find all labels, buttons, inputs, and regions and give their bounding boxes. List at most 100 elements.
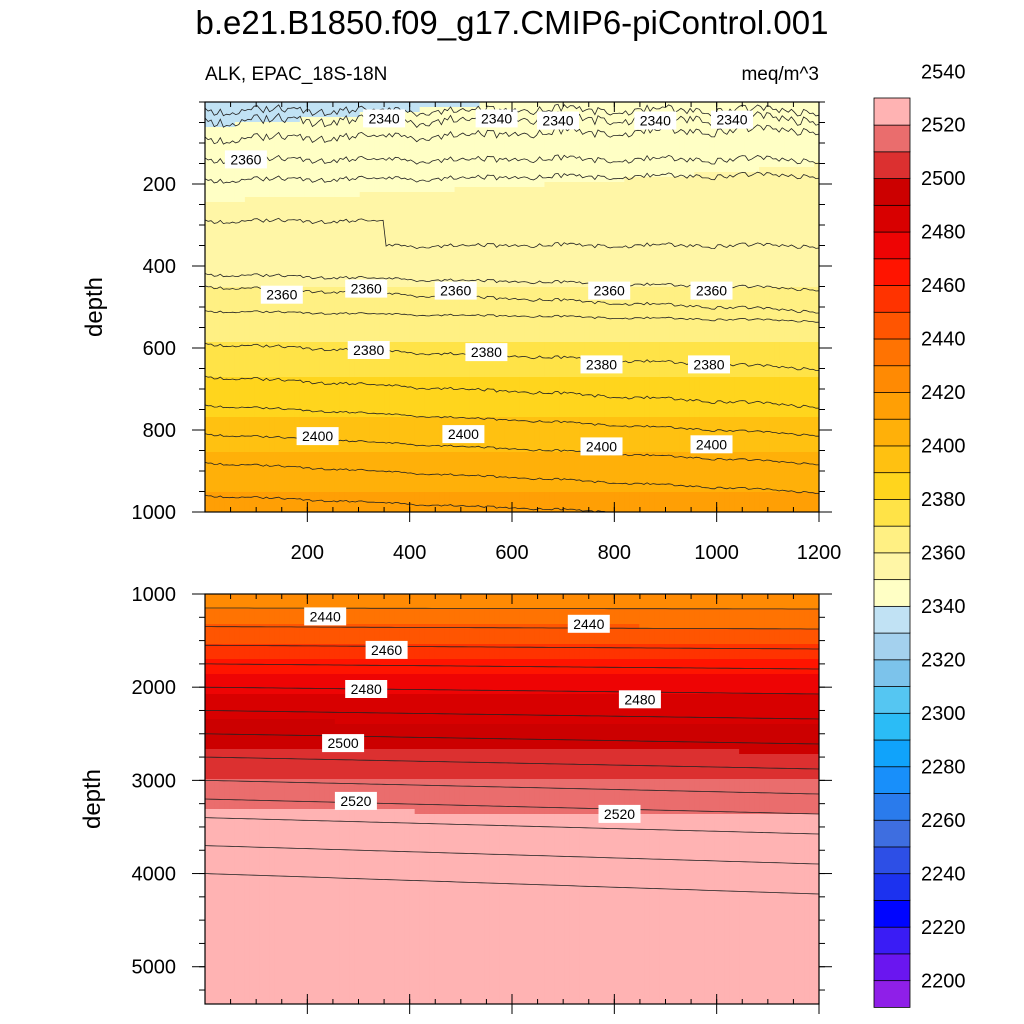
contour-cell: [719, 272, 725, 278]
contour-cell: [234, 292, 241, 298]
contour-cell: [779, 117, 785, 123]
contour-cell: [574, 142, 580, 148]
contour-cell: [419, 277, 426, 283]
contour-cell: [209, 272, 216, 278]
contour-cell: [449, 142, 456, 148]
contour-cell: [619, 127, 625, 133]
contour-cell: [549, 142, 556, 148]
contour-cell: [644, 207, 650, 213]
contour-cell: [224, 102, 231, 108]
contour-cell: [354, 152, 361, 158]
contour-cell: [219, 252, 226, 258]
contour-cell: [359, 107, 366, 113]
contour-cell: [529, 132, 536, 138]
contour-cell: [704, 112, 710, 118]
contour-cell: [789, 182, 795, 188]
contour-cell: [469, 157, 476, 163]
contour-cell: [259, 117, 266, 123]
contour-cell: [604, 267, 610, 273]
contour-cell: [599, 117, 605, 123]
contour-cell: [349, 167, 356, 173]
contour-cell: [649, 217, 655, 223]
contour-cell: [524, 257, 531, 263]
contour-cell: [719, 187, 725, 193]
contour-cell: [584, 122, 590, 128]
contour-cell: [664, 267, 670, 273]
contour-cell: [474, 147, 481, 153]
contour-cell: [374, 177, 381, 183]
contour-cell: [329, 212, 336, 218]
contour-cell: [414, 127, 421, 133]
contour-cell: [444, 232, 451, 238]
contour-cell: [784, 197, 790, 203]
contour-cell: [759, 262, 765, 268]
contour-cell: [649, 182, 655, 188]
contour-cell: [664, 167, 670, 173]
contour-cell: [359, 267, 366, 273]
contour-cell: [289, 267, 296, 273]
contour-cell: [279, 102, 286, 108]
contour-cell: [594, 202, 600, 208]
contour-cell: [704, 267, 710, 273]
contour-cell: [354, 112, 361, 118]
contour-cell: [284, 272, 291, 278]
contour-cell: [219, 232, 226, 238]
contour-cell: [814, 147, 819, 153]
contour-cell: [814, 232, 819, 238]
contour-cell: [554, 142, 561, 148]
contour-cell: [269, 237, 276, 243]
contour-cell: [599, 277, 605, 283]
contour-cell: [654, 262, 660, 268]
contour-cell: [554, 267, 561, 273]
contour-cell: [599, 112, 605, 118]
contour-cell: [479, 227, 486, 233]
contour-cell: [329, 267, 336, 273]
contour-cell: [709, 152, 715, 158]
contour-cell: [719, 137, 725, 143]
contour-cell: [494, 172, 501, 178]
contour-cell: [444, 102, 451, 108]
contour-cell: [434, 152, 441, 158]
contour-cell: [359, 242, 366, 248]
contour-cell: [444, 167, 451, 173]
contour-cell: [679, 297, 685, 303]
contour-cell: [539, 277, 546, 283]
contour-cell: [409, 182, 416, 188]
contour-cell: [414, 152, 421, 158]
contour-cell: [319, 257, 326, 263]
contour-cell: [519, 182, 526, 188]
contour-cell: [649, 187, 655, 193]
contour-cell: [454, 232, 461, 238]
contour-cell: [599, 192, 605, 198]
contour-cell: [379, 142, 386, 148]
contour-cell: [389, 272, 396, 278]
contour-cell: [289, 242, 296, 248]
contour-cell: [494, 187, 501, 193]
contour-cell: [559, 247, 566, 253]
contour-cell: [389, 197, 396, 203]
contour-cell: [454, 227, 461, 233]
contour-cell: [494, 242, 501, 248]
contour-cell: [689, 187, 695, 193]
contour-cell: [254, 137, 261, 143]
contour-cell: [749, 142, 755, 148]
contour-cell: [684, 217, 690, 223]
contour-cell: [339, 292, 346, 298]
contour-cell: [794, 137, 800, 143]
contour-cell: [574, 182, 580, 188]
contour-cell: [459, 222, 466, 228]
contour-cell: [794, 217, 800, 223]
contour-cell: [699, 297, 705, 303]
contour-cell: [459, 232, 466, 238]
contour-cell: [584, 197, 590, 203]
contour-cell: [614, 132, 620, 138]
contour-cell: [764, 102, 770, 108]
contour-cell: [769, 152, 775, 158]
contour-cell: [374, 257, 381, 263]
contour-cell: [489, 292, 496, 298]
contour-cell: [759, 182, 765, 188]
contour-cell: [409, 192, 416, 198]
contour-cell: [339, 167, 346, 173]
contour-cell: [304, 187, 311, 193]
contour-cell: [454, 217, 461, 223]
